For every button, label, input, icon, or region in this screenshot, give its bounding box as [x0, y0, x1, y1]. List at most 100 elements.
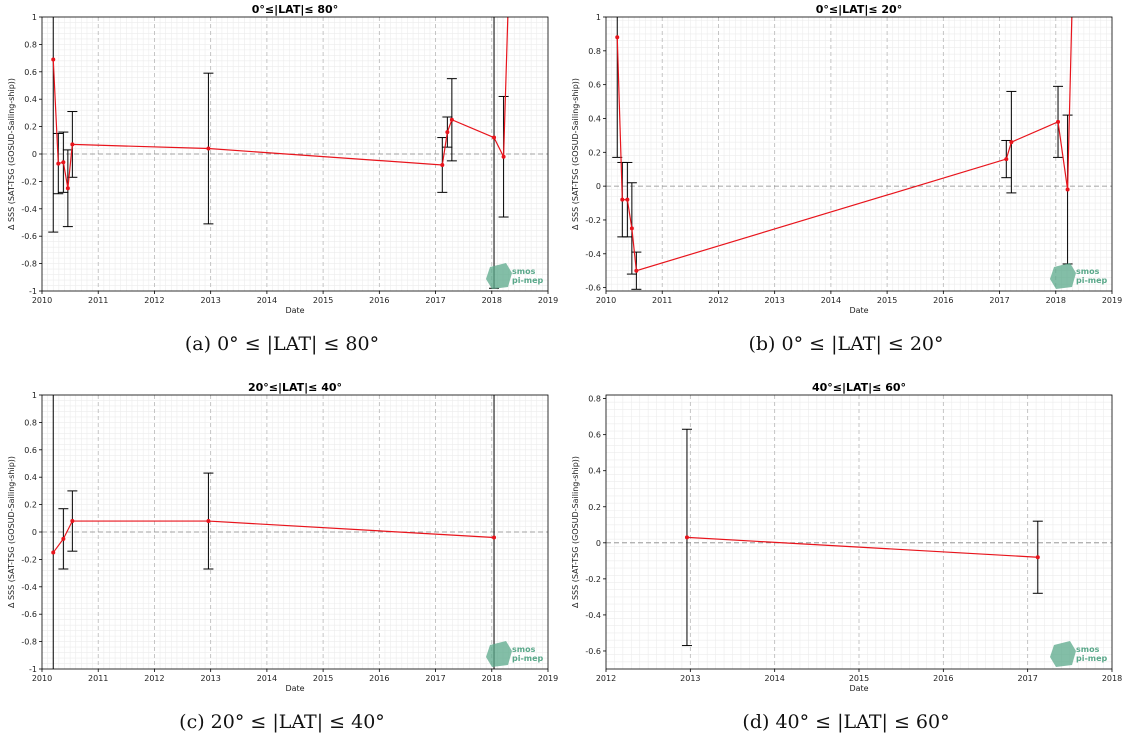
chart-a: 2010 2011 2012 2013 2014 2015 2016 2017 2018 2019… — [7, 3, 558, 315]
x-tick-label: 2017 — [425, 674, 445, 683]
x-tick-label: 2010 — [596, 296, 616, 305]
chart-c: 2010 2011 2012 2013 2014 2015 2016 2017 2018 2019… — [7, 381, 558, 693]
x-tick-label: 2015 — [313, 674, 333, 683]
y-tick-label: -0.2 — [585, 216, 601, 225]
chart-panel-a: 2010 2011 2012 2013 2014 2015 2016 2017 2018 2019… — [0, 0, 564, 330]
data-point — [51, 57, 56, 62]
y-tick-label: 1 — [596, 13, 601, 22]
y-tick-label: 0.8 — [588, 395, 601, 404]
x-tick-label: 2011 — [88, 674, 108, 683]
x-tick-label: 2010 — [32, 674, 52, 683]
x-tick-label: 2016 — [369, 296, 389, 305]
logo-text-pimep: pi-mep — [512, 654, 544, 663]
smos-logo-icon — [1050, 263, 1076, 289]
data-point — [1035, 555, 1040, 560]
y-tick-label: 0.2 — [24, 501, 37, 510]
series-line — [616, 17, 1073, 272]
y-tick-label: 0.6 — [24, 446, 37, 455]
x-tick-label: 2013 — [200, 674, 220, 683]
data-point — [445, 130, 450, 135]
x-tick-label: 2012 — [708, 296, 728, 305]
data-point — [449, 117, 454, 122]
y-tick-label: 0.2 — [24, 123, 37, 132]
data-point — [1004, 157, 1009, 162]
y-tick-label: 0.2 — [588, 148, 601, 157]
y-tick-label: 0.8 — [24, 418, 37, 427]
x-tick-label: 2017 — [989, 296, 1009, 305]
y-tick-label: 0 — [596, 539, 601, 548]
data-point — [492, 135, 497, 140]
x-tick-label: 2016 — [933, 296, 953, 305]
x-axis-label: Date — [849, 306, 868, 315]
y-tick-label: 0.6 — [588, 81, 601, 90]
data-point — [625, 197, 630, 202]
x-axis-label: Date — [285, 684, 304, 693]
y-tick-label: 0.4 — [24, 95, 37, 104]
x-tick-label: 2011 — [88, 296, 108, 305]
data-point — [492, 535, 497, 540]
y-axis-label: Δ SSS (SAT-TSG (GOSUD-Sailing-ship)) — [571, 78, 580, 230]
x-tick-label: 2015 — [313, 296, 333, 305]
x-tick-label: 2017 — [1017, 674, 1037, 683]
logo-text-smos: smos — [512, 267, 536, 276]
chart-title: 0°≤|LAT|≤ 80° — [252, 3, 338, 16]
x-tick-label: 2012 — [596, 674, 616, 683]
x-tick-label: 2014 — [764, 674, 784, 683]
data-point — [61, 160, 66, 165]
x-axis-label: Date — [285, 306, 304, 315]
x-tick-label: 2014 — [821, 296, 841, 305]
logo-text-smos: smos — [1076, 267, 1100, 276]
y-tick-label: 0.6 — [24, 68, 37, 77]
y-tick-label: 0.8 — [588, 47, 601, 56]
x-tick-label: 2015 — [877, 296, 897, 305]
x-tick-label: 2015 — [849, 674, 869, 683]
y-tick-label: -0.2 — [21, 177, 37, 186]
data-point — [629, 226, 634, 231]
smos-logo-icon — [486, 263, 512, 289]
caption-c: (c) 20° ≤ |LAT| ≤ 40° — [179, 711, 385, 733]
x-tick-label: 2013 — [680, 674, 700, 683]
data-point — [65, 186, 70, 191]
y-axis-label: Δ SSS (SAT-TSG (GOSUD-Sailing-ship)) — [7, 456, 16, 608]
caption-b: (b) 0° ≤ |LAT| ≤ 20° — [748, 333, 944, 355]
caption-a: (a) 0° ≤ |LAT| ≤ 80° — [184, 333, 380, 355]
x-tick-label: 2013 — [764, 296, 784, 305]
chart-title: 40°≤|LAT|≤ 60° — [812, 381, 906, 394]
y-tick-label: -0.8 — [21, 260, 37, 269]
y-tick-label: -0.2 — [21, 555, 37, 564]
x-tick-label: 2016 — [933, 674, 953, 683]
y-axis-label: Δ SSS (SAT-TSG (GOSUD-Sailing-ship)) — [7, 78, 16, 230]
data-point — [1009, 140, 1014, 145]
data-point — [61, 536, 66, 541]
data-point — [684, 535, 689, 540]
logo-text-smos: smos — [512, 645, 536, 654]
data-point — [70, 142, 75, 147]
y-tick-label: 0.4 — [588, 114, 601, 123]
series-line — [686, 536, 1038, 558]
plot-frame — [605, 16, 1113, 292]
y-tick-label: -0.4 — [21, 205, 37, 214]
data-point — [51, 550, 56, 555]
y-tick-label: -0.6 — [585, 284, 601, 293]
x-tick-label: 2014 — [257, 674, 277, 683]
y-tick-label: 0.2 — [588, 503, 601, 512]
y-axis-label: Δ SSS (SAT-TSG (GOSUD-Sailing-ship)) — [571, 456, 580, 608]
chart-panel-d: 2012 2013 2014 2015 2016 2017 2018 -0.6 -0.4 -0.2… — [564, 378, 1128, 708]
y-tick-label: 0 — [596, 182, 601, 191]
y-tick-label: 0.6 — [588, 431, 601, 440]
x-tick-label: 2018 — [482, 296, 502, 305]
x-tick-label: 2019 — [538, 674, 558, 683]
y-tick-label: 0 — [32, 150, 37, 159]
data-point — [206, 146, 211, 151]
chart-title: 0°≤|LAT|≤ 20° — [816, 3, 902, 16]
logo-text-pimep: pi-mep — [1076, 654, 1108, 663]
y-tick-label: -0.6 — [21, 232, 37, 241]
data-point — [615, 35, 620, 40]
chart-b: 2010 2011 2012 2013 2014 2015 2016 2017 2018 2019… — [571, 3, 1122, 315]
y-tick-label: 0.4 — [24, 473, 37, 482]
y-tick-label: -0.4 — [585, 250, 601, 259]
x-tick-label: 2012 — [144, 674, 164, 683]
chart-title: 20°≤|LAT|≤ 40° — [248, 381, 342, 394]
data-point — [1065, 187, 1070, 192]
x-tick-label: 2019 — [1102, 296, 1122, 305]
